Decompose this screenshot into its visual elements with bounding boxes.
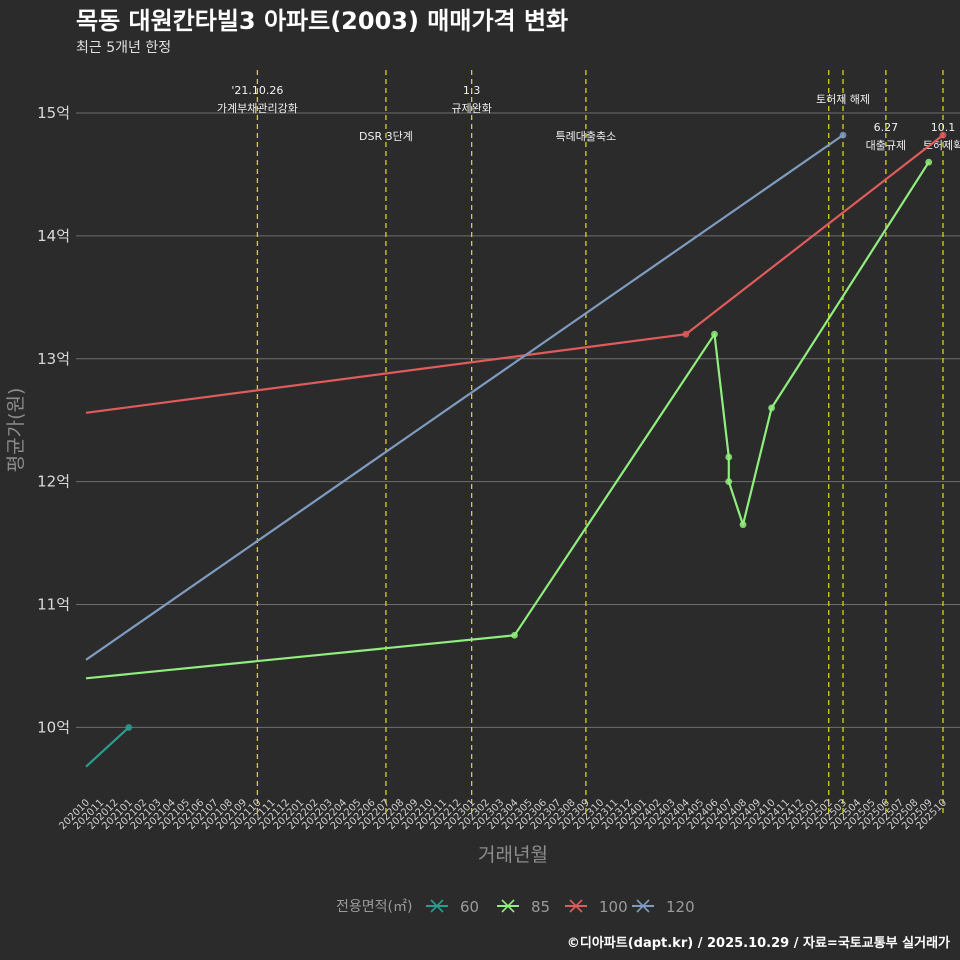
legend-label: 100 [599,898,628,916]
data-series [85,131,947,768]
data-point-60 [125,724,133,731]
data-point-85 [768,404,775,412]
series-line-100 [85,134,944,414]
caption: ©디아파트(dapt.kr) / 2025.10.29 / 자료=국토교통부 실… [567,935,950,951]
legend-label: 60 [460,898,479,916]
event-label: 6.27 [874,121,899,134]
legend-key-cross [636,899,650,913]
event-label: 가계부채관리강화 [217,102,298,115]
y-tick-label: 11억 [37,596,70,614]
data-point-85 [511,631,518,639]
data-point-85 [739,521,747,529]
event-label: 규제완화 [451,102,491,115]
legend-key-cross [430,899,444,913]
y-tick-label: 15억 [37,104,70,122]
data-point-85 [725,478,733,486]
legend-label: 85 [531,898,550,916]
legend-key-cross [501,899,515,913]
legend: 전용면적(㎡) 60 85 100 120 [336,898,695,916]
grid-lines [76,112,960,728]
data-point-85 [925,158,933,166]
chart-subtitle: 최근 5개년 한정 [76,40,171,56]
chart-title: 목동 대원칸타빌3 아파트(2003) 매매가격 변화 [76,7,568,35]
y-axis-ticks: 10억 11억 12억 13억 14억 15억 [37,104,70,736]
event-label: 특례대출축소 [556,130,617,143]
event-label: 토허제 해제 [816,92,870,106]
y-tick-label: 12억 [37,473,70,491]
legend-key-cross [569,899,583,913]
legend-label: 120 [666,898,695,916]
data-point-85 [711,330,718,338]
event-label: '21.10.26 [231,84,283,97]
data-point-100 [939,131,947,139]
x-axis-title: 거래년월 [478,844,548,866]
event-label: 대출규제 [866,139,906,152]
series-line-85 [85,161,930,680]
y-tick-label: 14억 [37,227,70,245]
data-point-120 [839,131,847,139]
event-label: 10.1 [931,121,956,134]
y-tick-label: 13억 [37,350,70,368]
series-line-60 [85,726,130,768]
x-axis-ticks: 2020102020112020122021012021022021032021… [57,797,949,832]
y-tick-label: 10억 [37,718,70,736]
legend-title: 전용면적(㎡) [336,899,412,915]
data-point-100 [682,330,690,338]
event-label: 1.3 [463,84,481,97]
y-axis-title: 평균가(원) [5,388,27,473]
data-point-85 [725,453,733,461]
series-line-120 [85,134,844,661]
event-label: DSR 3단계 [359,130,413,143]
